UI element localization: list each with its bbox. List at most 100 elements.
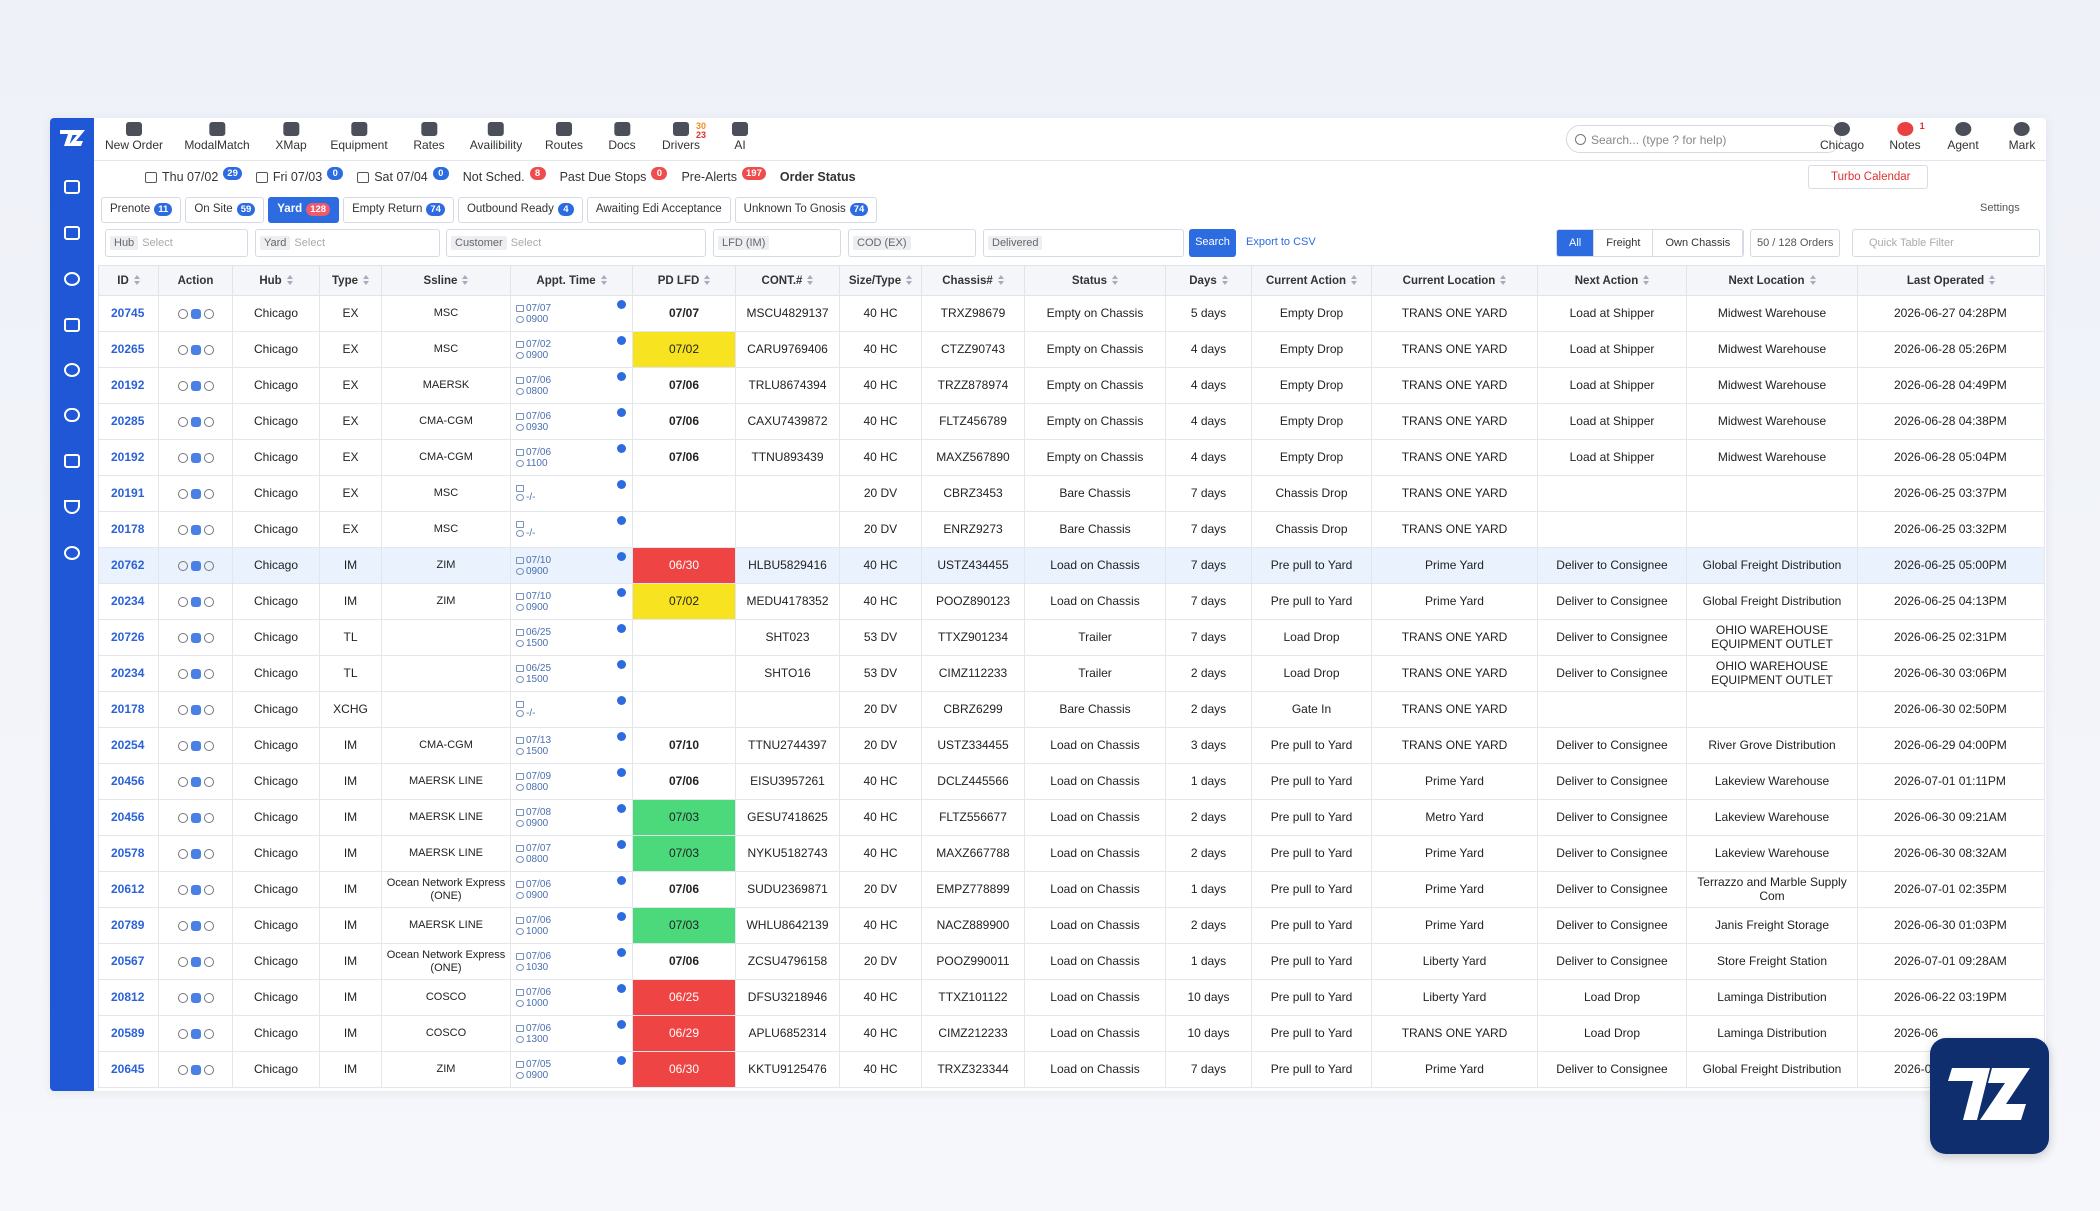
status-tab[interactable]: Unknown To Gnosis 74 — [734, 197, 878, 223]
action-icon[interactable] — [190, 920, 201, 931]
info-icon[interactable] — [617, 804, 626, 813]
table-row[interactable]: 20191 Chicago EX MSC -/- 20 DV CBRZ3453 Bare Ch… — [98, 475, 2045, 512]
info-icon[interactable] — [617, 732, 626, 741]
info-icon[interactable] — [617, 912, 626, 921]
status-tab[interactable]: Outbound Ready 4 — [457, 197, 583, 223]
date-tab[interactable]: Past Due Stops 0 — [560, 166, 668, 184]
action-icon[interactable] — [203, 416, 214, 427]
id-cell[interactable]: 20265 — [98, 331, 159, 368]
info-icon[interactable] — [617, 516, 626, 525]
column-header[interactable]: Current Location — [1371, 265, 1538, 296]
table-row[interactable]: 20285 Chicago EX CMA-CGM 07/06 0930 07/06 CAXU7… — [98, 403, 2045, 440]
table-row[interactable]: 20456 Chicago IM MAERSK LINE 07/08 0900 07/03 G… — [98, 799, 2045, 836]
action-icon[interactable] — [203, 452, 214, 463]
status-tab[interactable]: Yard 128 — [268, 197, 340, 223]
nav-item[interactable]: Routes — [545, 122, 583, 152]
info-icon[interactable] — [617, 948, 626, 957]
action-icon[interactable] — [190, 668, 201, 679]
id-cell[interactable]: 20726 — [98, 619, 159, 656]
status-tab[interactable]: Prenote 11 — [101, 197, 182, 223]
column-header[interactable]: Action — [158, 265, 233, 296]
action-icon[interactable] — [203, 488, 214, 499]
quick-filter[interactable]: Quick Table Filter — [1852, 229, 2040, 257]
action-icon[interactable] — [203, 920, 214, 931]
id-cell[interactable]: 20192 — [98, 439, 159, 476]
date-tab[interactable]: Fri 07/03 0 — [255, 166, 344, 184]
action-icon[interactable] — [190, 380, 201, 391]
table-row[interactable]: 20456 Chicago IM MAERSK LINE 07/09 0800 07/06 E… — [98, 763, 2045, 800]
brand-logo[interactable] — [1930, 1038, 2049, 1154]
action-icon[interactable] — [190, 848, 201, 859]
table-row[interactable]: 20589 Chicago IM COSCO 07/06 1300 06/29 APLU685… — [98, 1015, 2045, 1052]
action-icon[interactable] — [177, 344, 188, 355]
info-icon[interactable] — [617, 300, 626, 309]
date-filter[interactable]: COD (EX) — [848, 229, 976, 257]
column-header[interactable]: Next Action — [1537, 265, 1687, 296]
action-icon[interactable] — [203, 632, 214, 643]
action-icon[interactable] — [177, 992, 188, 1003]
action-icon[interactable] — [190, 632, 201, 643]
date-tab[interactable]: Not Sched. 8 — [463, 166, 546, 184]
action-icon[interactable] — [190, 344, 201, 355]
date-tab[interactable]: Sat 07/04 0 — [357, 166, 449, 184]
id-cell[interactable]: 20234 — [98, 655, 159, 692]
action-icon[interactable] — [190, 740, 201, 751]
info-icon[interactable] — [617, 444, 626, 453]
info-icon[interactable] — [617, 1056, 626, 1065]
table-row[interactable]: 20812 Chicago IM COSCO 07/06 1000 06/25 DFSU321… — [98, 979, 2045, 1016]
nav-item[interactable]: Docs — [608, 122, 636, 152]
info-icon[interactable] — [617, 336, 626, 345]
id-cell[interactable]: 20192 — [98, 367, 159, 404]
action-icon[interactable] — [203, 380, 214, 391]
nav-right-item[interactable]: Mark — [2009, 122, 2035, 152]
action-icon[interactable] — [177, 488, 188, 499]
id-cell[interactable]: 20234 — [98, 583, 159, 620]
id-cell[interactable]: 20191 — [98, 475, 159, 512]
table-row[interactable]: 20192 Chicago EX CMA-CGM 07/06 1100 07/06 TTNU8… — [98, 439, 2045, 476]
settings-link[interactable]: Settings — [1980, 202, 2020, 214]
nav-item[interactable]: AI — [732, 122, 748, 152]
id-cell[interactable]: 20589 — [98, 1015, 159, 1052]
action-icon[interactable] — [177, 1028, 188, 1039]
table-row[interactable]: 20178 Chicago XCHG -/- 20 DV CBRZ6299 Bare Cha… — [98, 691, 2045, 728]
status-tab[interactable]: On Site 59 — [185, 197, 265, 223]
action-icon[interactable] — [203, 992, 214, 1003]
id-cell[interactable]: 20812 — [98, 979, 159, 1016]
search-button[interactable]: Search — [1189, 229, 1236, 257]
table-row[interactable]: 20178 Chicago EX MSC -/- 20 DV ENRZ9273 Bare Ch… — [98, 511, 2045, 548]
action-icon[interactable] — [177, 740, 188, 751]
info-icon[interactable] — [617, 696, 626, 705]
info-icon[interactable] — [617, 480, 626, 489]
action-icon[interactable] — [177, 416, 188, 427]
id-cell[interactable]: 20456 — [98, 763, 159, 800]
info-icon[interactable] — [617, 588, 626, 597]
action-icon[interactable] — [203, 884, 214, 895]
id-cell[interactable]: 20789 — [98, 907, 159, 944]
column-header[interactable]: Status — [1024, 265, 1166, 296]
action-icon[interactable] — [190, 488, 201, 499]
action-icon[interactable] — [203, 1064, 214, 1075]
action-icon[interactable] — [190, 992, 201, 1003]
table-row[interactable]: 20578 Chicago IM MAERSK LINE 07/07 0800 07/03 N… — [98, 835, 2045, 872]
id-cell[interactable]: 20178 — [98, 511, 159, 548]
select-filter[interactable]: Hub Select — [105, 229, 248, 257]
export-link[interactable]: Export to CSV — [1246, 236, 1316, 248]
column-header[interactable]: CONT.# — [735, 265, 840, 296]
action-icon[interactable] — [177, 380, 188, 391]
action-icon[interactable] — [203, 848, 214, 859]
action-icon[interactable] — [203, 704, 214, 715]
info-icon[interactable] — [617, 984, 626, 993]
info-icon[interactable] — [617, 660, 626, 669]
action-icon[interactable] — [190, 452, 201, 463]
action-icon[interactable] — [177, 956, 188, 967]
menu-icon[interactable] — [64, 318, 80, 332]
action-icon[interactable] — [203, 812, 214, 823]
date-filter[interactable]: Delivered — [983, 229, 1184, 257]
action-icon[interactable] — [177, 560, 188, 571]
column-header[interactable]: Current Action — [1251, 265, 1372, 296]
action-icon[interactable] — [190, 956, 201, 967]
action-icon[interactable] — [190, 1064, 201, 1075]
action-icon[interactable] — [177, 884, 188, 895]
action-icon[interactable] — [177, 308, 188, 319]
action-icon[interactable] — [190, 524, 201, 535]
